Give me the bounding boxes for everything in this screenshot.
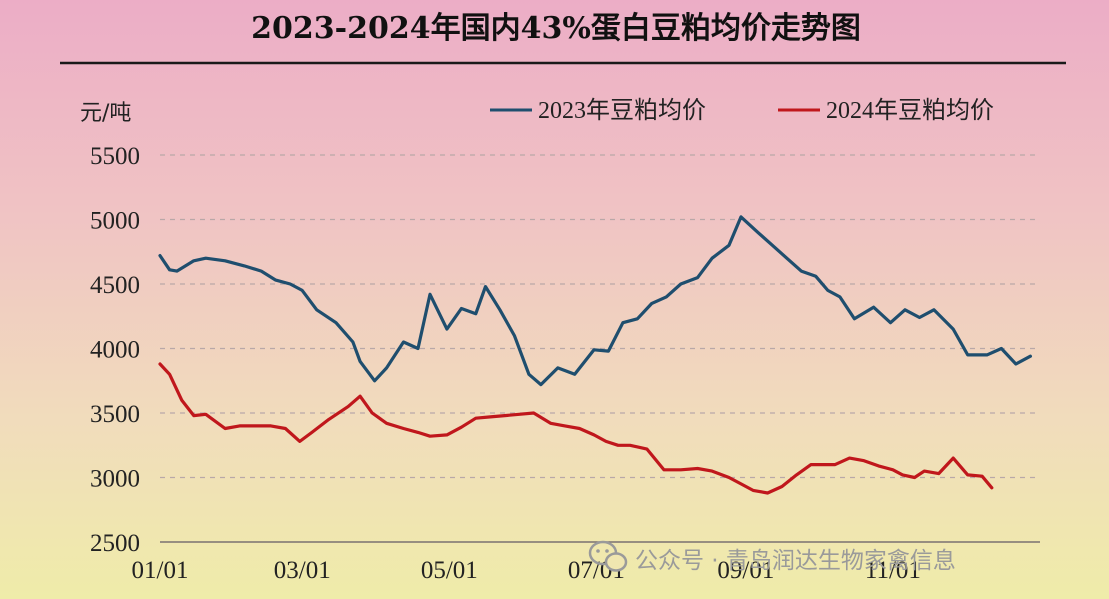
y-tick-label: 3500 — [90, 401, 140, 428]
y-axis-unit-label: 元/吨 — [80, 101, 131, 126]
gridlines — [160, 154, 1040, 543]
series-line-2023 — [158, 215, 1033, 387]
x-tick-label: 11/01 — [865, 557, 921, 584]
x-tick-label: 09/01 — [717, 557, 774, 584]
series-lines — [158, 215, 1033, 495]
y-tick-label: 5500 — [90, 143, 140, 170]
series-line-2024 — [158, 362, 994, 495]
y-axis-ticks: 2500 3000 3500 4000 4500 5000 5500 — [90, 143, 140, 557]
x-tick-label: 03/01 — [274, 557, 331, 584]
y-tick-label: 4500 — [90, 272, 140, 299]
chart-title: 2023-2024年国内43%蛋白豆粕均价走势图 — [251, 11, 861, 46]
legend-label-2023: 2023年豆粕均价 — [538, 97, 706, 124]
wechat-icon — [588, 540, 628, 572]
y-tick-label: 3000 — [90, 466, 140, 493]
x-tick-label: 01/01 — [132, 557, 189, 584]
legend: 2023年豆粕均价 2024年豆粕均价 — [490, 97, 994, 124]
y-tick-label: 4000 — [90, 337, 140, 364]
y-tick-label: 5000 — [90, 208, 140, 235]
x-tick-label: 05/01 — [421, 557, 478, 584]
watermark-text: 公众号 · 青岛润达生物家禽信息 — [635, 548, 956, 574]
y-tick-label: 2500 — [90, 530, 140, 557]
watermark: 公众号 · 青岛润达生物家禽信息 — [588, 540, 956, 574]
legend-label-2024: 2024年豆粕均价 — [826, 97, 994, 124]
